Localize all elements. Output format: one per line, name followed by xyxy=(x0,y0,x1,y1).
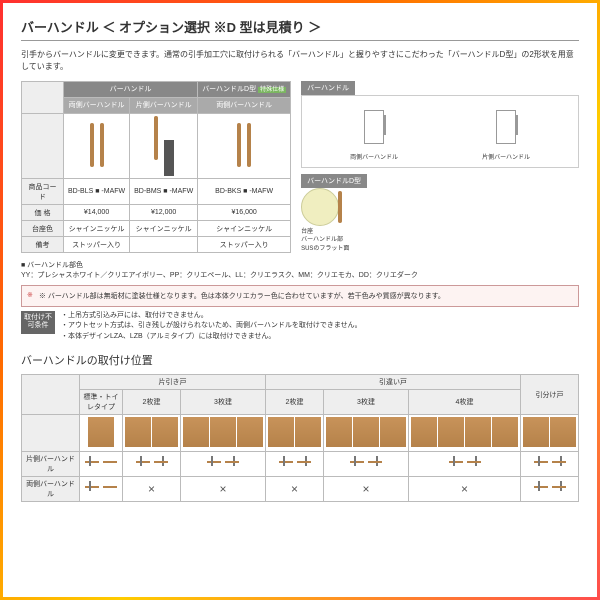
door-icon xyxy=(80,415,123,452)
intro-text: 引手からバーハンドルに変更できます。通常の引手加工穴に取付けられる「バーハンドル… xyxy=(21,49,579,73)
prod-img-1 xyxy=(64,113,130,178)
prod-img-2 xyxy=(130,113,198,178)
flat-face-icon xyxy=(301,188,339,226)
warning-box: ※ ※ バーハンドル部は無垢材に塗装仕様となります。色は本体クリエカラー色に合わ… xyxy=(21,285,579,307)
sub-one: 片側バーハンドル xyxy=(130,97,198,113)
diagram-barhandle: バーハンドル 両側バーハンドル片側バーハンドル xyxy=(301,81,579,168)
position-table: 片引き戸 引違い戸 引分け戸 標準・トイレタイプ2枚建3枚建 2枚建3枚建4枚建… xyxy=(21,374,579,502)
sub-both-d: 両側バーハンドル xyxy=(198,97,291,113)
page-title: バーハンドル ＜ オプション選択 ※D 型は見積り ＞ xyxy=(21,17,579,41)
install-notes: 取付け不可条件 ・上吊方式引込み戸には、取付けできません。 ・アウトセット方式は… xyxy=(21,311,579,343)
product-table: バーハンドル バーハンドルD型 特殊仕様 両側バーハンドル 片側バーハンドル 両… xyxy=(21,81,291,253)
color-note: ■ バーハンドル部色YY：プレシャスホワイト／クリエアイボリー、PP：クリエペー… xyxy=(21,261,579,281)
hdr-barhandle: バーハンドル xyxy=(64,82,198,98)
hdr-dtype: バーハンドルD型 特殊仕様 xyxy=(198,82,291,98)
warn-icon: ※ xyxy=(27,291,33,301)
note-tag: 取付け不可条件 xyxy=(21,311,55,334)
section2-title: バーハンドルの取付け位置 xyxy=(21,352,579,368)
sub-both: 両側バーハンドル xyxy=(64,97,130,113)
prod-img-3 xyxy=(198,113,291,178)
diagram-dtype: バーハンドルD型 台座バーハンドル部SUSのフラット面 xyxy=(301,174,579,253)
